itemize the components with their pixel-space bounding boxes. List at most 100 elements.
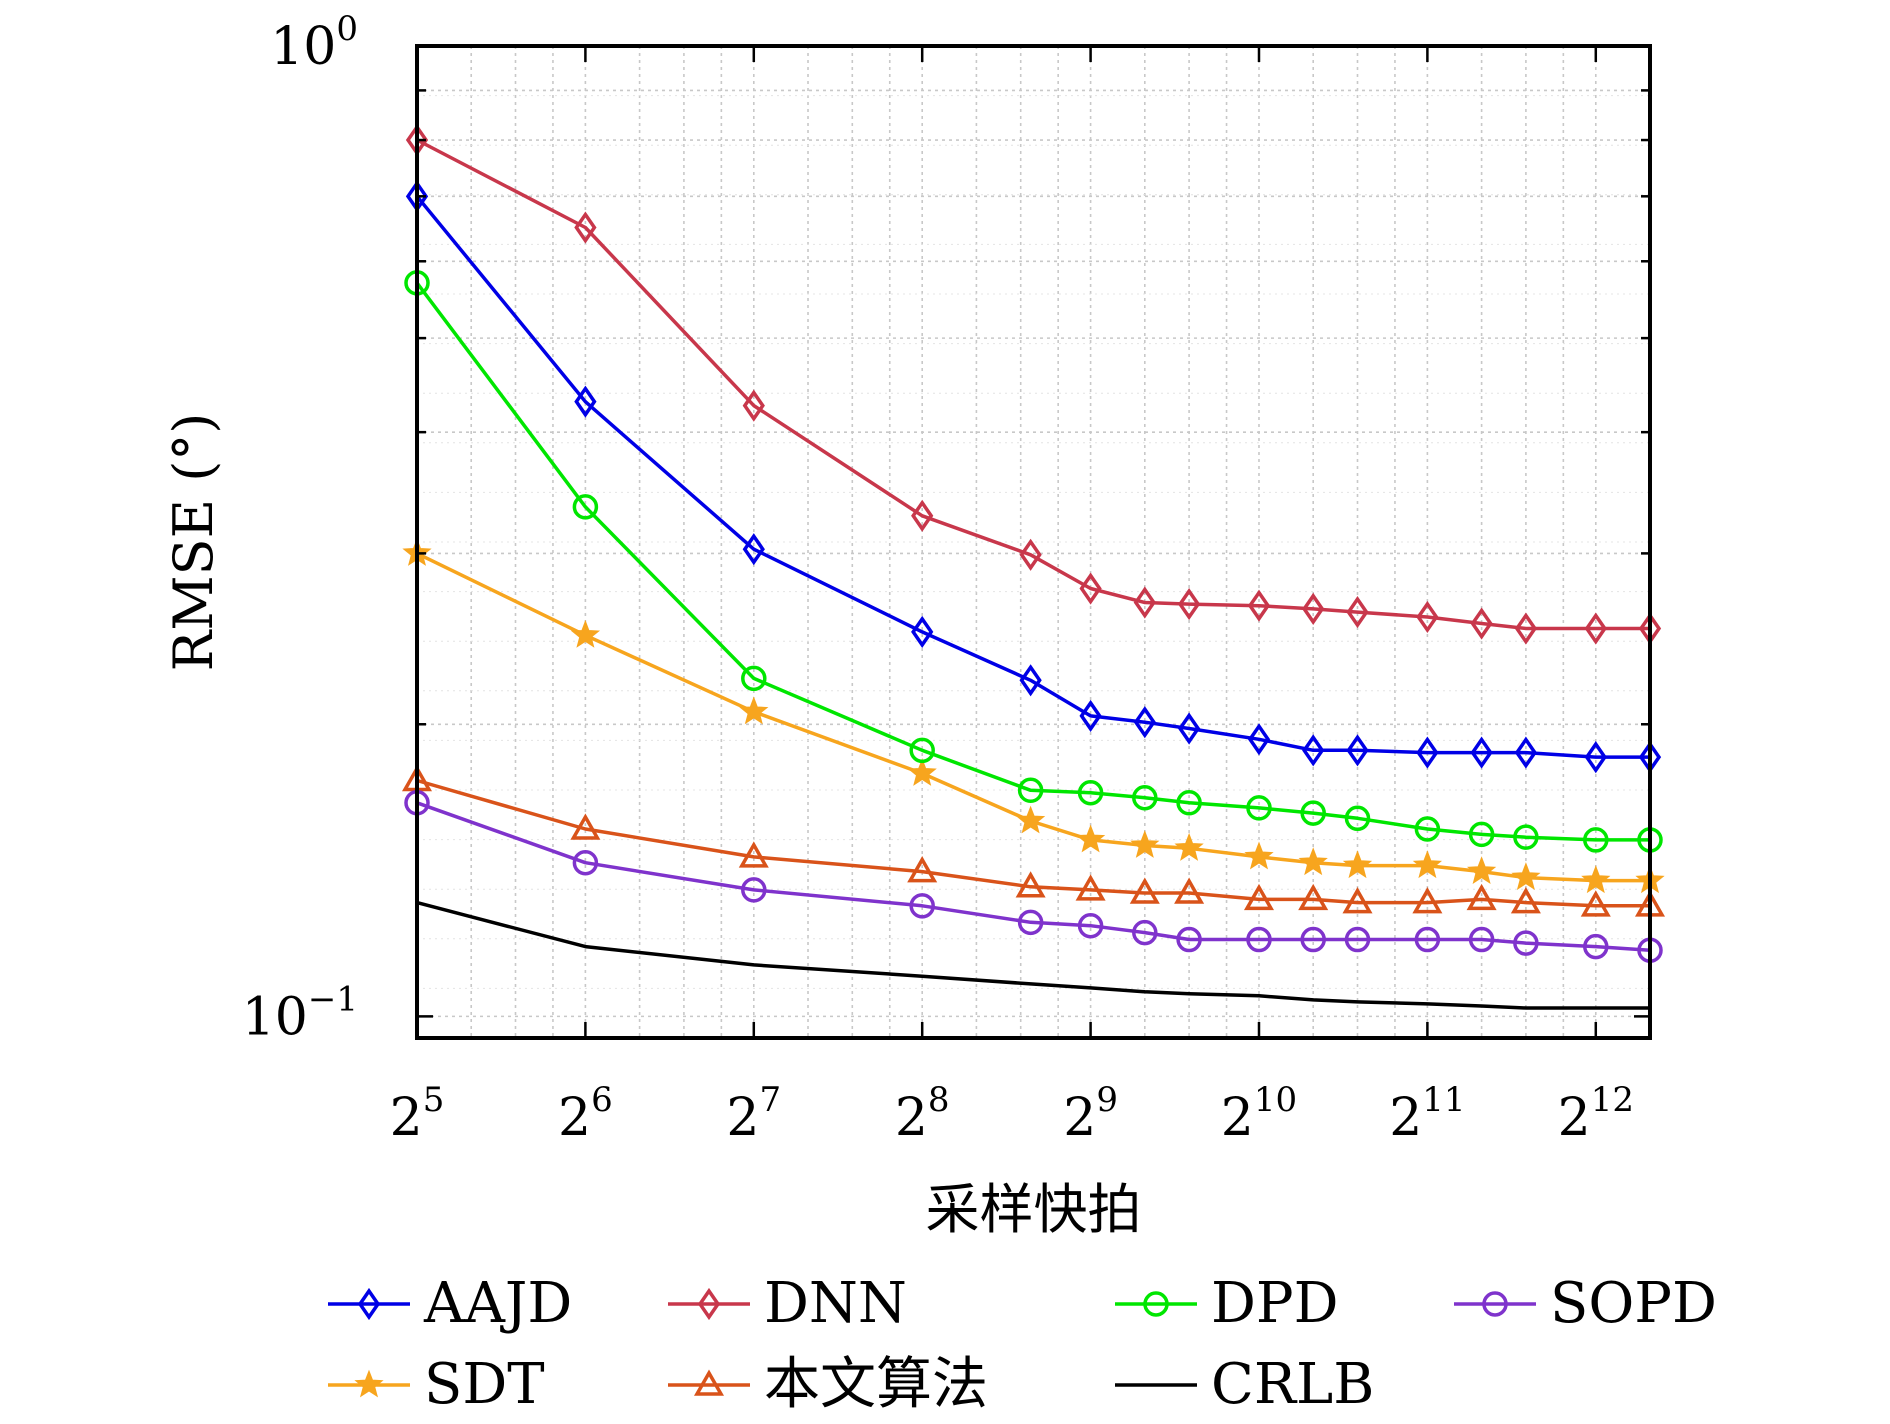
tick-marks [415, 44, 1650, 1038]
data-point-sdt [1244, 841, 1274, 870]
data-point-aajd [1019, 664, 1042, 697]
data-point-dpd [572, 494, 599, 520]
legend-item: AAJD [328, 1271, 572, 1336]
data-point-sopd [1583, 933, 1609, 960]
data-point-sdt [1298, 847, 1328, 876]
data-point-dpd [1513, 824, 1539, 850]
data-point-sopd [1176, 926, 1202, 953]
data-point-proposed [1580, 890, 1611, 917]
data-point-dnn [1514, 612, 1538, 645]
data-point-proposed [1174, 877, 1205, 904]
x-tick-label: 212 [1558, 1080, 1634, 1148]
data-point-aajd [1177, 712, 1201, 745]
x-axis-title: 采样快拍 [926, 1178, 1142, 1241]
data-point-sopd [572, 849, 599, 876]
legend-label: AAJD [423, 1271, 572, 1336]
data-point-dnn [1019, 538, 1042, 571]
y-tick-label: 10−1 [242, 979, 358, 1047]
x-tick-label: 25 [390, 1080, 445, 1148]
x-tick-label: 29 [1063, 1080, 1118, 1148]
data-point-dnn [1416, 600, 1439, 634]
legend-marker [354, 1369, 384, 1398]
x-tick-exponent: 9 [1096, 1080, 1118, 1120]
y-tick-base: 10 [270, 17, 336, 77]
x-tick-exponent: 12 [1591, 1080, 1634, 1120]
legend-label: 本文算法 [764, 1352, 988, 1417]
data-point-dnn [1079, 572, 1102, 605]
data-point-sdt [1511, 862, 1541, 891]
data-point-proposed [738, 841, 769, 868]
y-tick-base: 10 [242, 987, 308, 1047]
axes-frame [415, 44, 1652, 1040]
data-point-sopd [1017, 909, 1044, 936]
data-point-dpd [1017, 777, 1044, 804]
data-point-dnn [1584, 612, 1607, 645]
data-point-aajd [574, 385, 597, 418]
series-line-sdt [416, 551, 1650, 883]
data-point-dpd [909, 737, 935, 764]
data-point-sopd [1414, 926, 1441, 953]
x-tick-labels: 25 26 27 28 29 210 211 212 [390, 1080, 1634, 1148]
data-point-proposed [1243, 883, 1275, 911]
data-point-sdt [1015, 805, 1046, 834]
data-point-aajd [742, 533, 765, 566]
x-tick-base: 2 [1063, 1088, 1096, 1148]
data-point-dnn [1346, 596, 1369, 629]
data-point-proposed [1412, 887, 1443, 914]
data-point-sopd [741, 877, 767, 903]
data-point-aajd [1416, 736, 1439, 769]
x-tick-exponent: 5 [423, 1080, 445, 1120]
data-point-sdt [1581, 865, 1611, 894]
data-point-aajd [1079, 699, 1102, 732]
legend-marker [1143, 1291, 1169, 1317]
x-tick-exponent: 10 [1254, 1080, 1297, 1120]
data-point-dnn [911, 499, 934, 532]
x-tick-exponent: 8 [928, 1080, 950, 1120]
series-sopd [404, 790, 1663, 963]
legend-item: SOPD [1454, 1271, 1717, 1336]
x-tick-base: 2 [390, 1088, 423, 1148]
legend-item: 本文算法 [668, 1352, 988, 1417]
data-point-sopd [1246, 926, 1272, 953]
series-line-dpd [415, 281, 1650, 842]
data-point-aajd [1514, 736, 1538, 769]
legend-marker [697, 1287, 721, 1321]
legend: AAJD DNN DPD SOPD SDT 本文算法 CRLB [328, 1271, 1717, 1417]
data-point-sdt [1130, 830, 1160, 858]
series-line-sopd [416, 801, 1651, 952]
data-point-proposed [1129, 877, 1160, 904]
x-tick-label: 210 [1221, 1080, 1297, 1148]
x-tick-label: 28 [895, 1080, 950, 1148]
x-tick-label: 27 [726, 1080, 781, 1148]
data-point-sdt [1075, 824, 1106, 853]
data-point-dpd [1344, 805, 1371, 832]
x-tick-label: 211 [1389, 1080, 1465, 1148]
data-point-dnn [742, 389, 765, 422]
x-tick-exponent: 6 [591, 1080, 613, 1120]
x-tick-exponent: 7 [760, 1080, 782, 1120]
data-point-sopd [1513, 930, 1539, 956]
data-point-aajd [1346, 734, 1369, 767]
data-point-aajd [1302, 734, 1325, 767]
data-point-dpd [1132, 784, 1158, 811]
data-point-aajd [1470, 736, 1493, 769]
data-point-sdt [739, 696, 769, 725]
x-tick-base: 2 [1221, 1088, 1254, 1148]
series-line-dnn [416, 138, 1650, 631]
data-point-proposed [570, 813, 601, 840]
legend-label: DPD [1211, 1271, 1338, 1336]
data-point-proposed [1466, 883, 1497, 911]
data-point-proposed [1075, 874, 1106, 901]
legend-marker [357, 1287, 381, 1321]
x-tick-base: 2 [895, 1088, 928, 1148]
y-tick-exponent: −1 [308, 979, 358, 1019]
data-point-sdt [1466, 856, 1497, 885]
series-line-crlb [416, 900, 1650, 1010]
series-dnn [405, 123, 1662, 645]
y-tick-exponent: 0 [336, 9, 358, 49]
data-point-sopd [1468, 926, 1495, 953]
legend-marker [693, 1369, 725, 1396]
y-tick-label: 100 [270, 9, 358, 77]
